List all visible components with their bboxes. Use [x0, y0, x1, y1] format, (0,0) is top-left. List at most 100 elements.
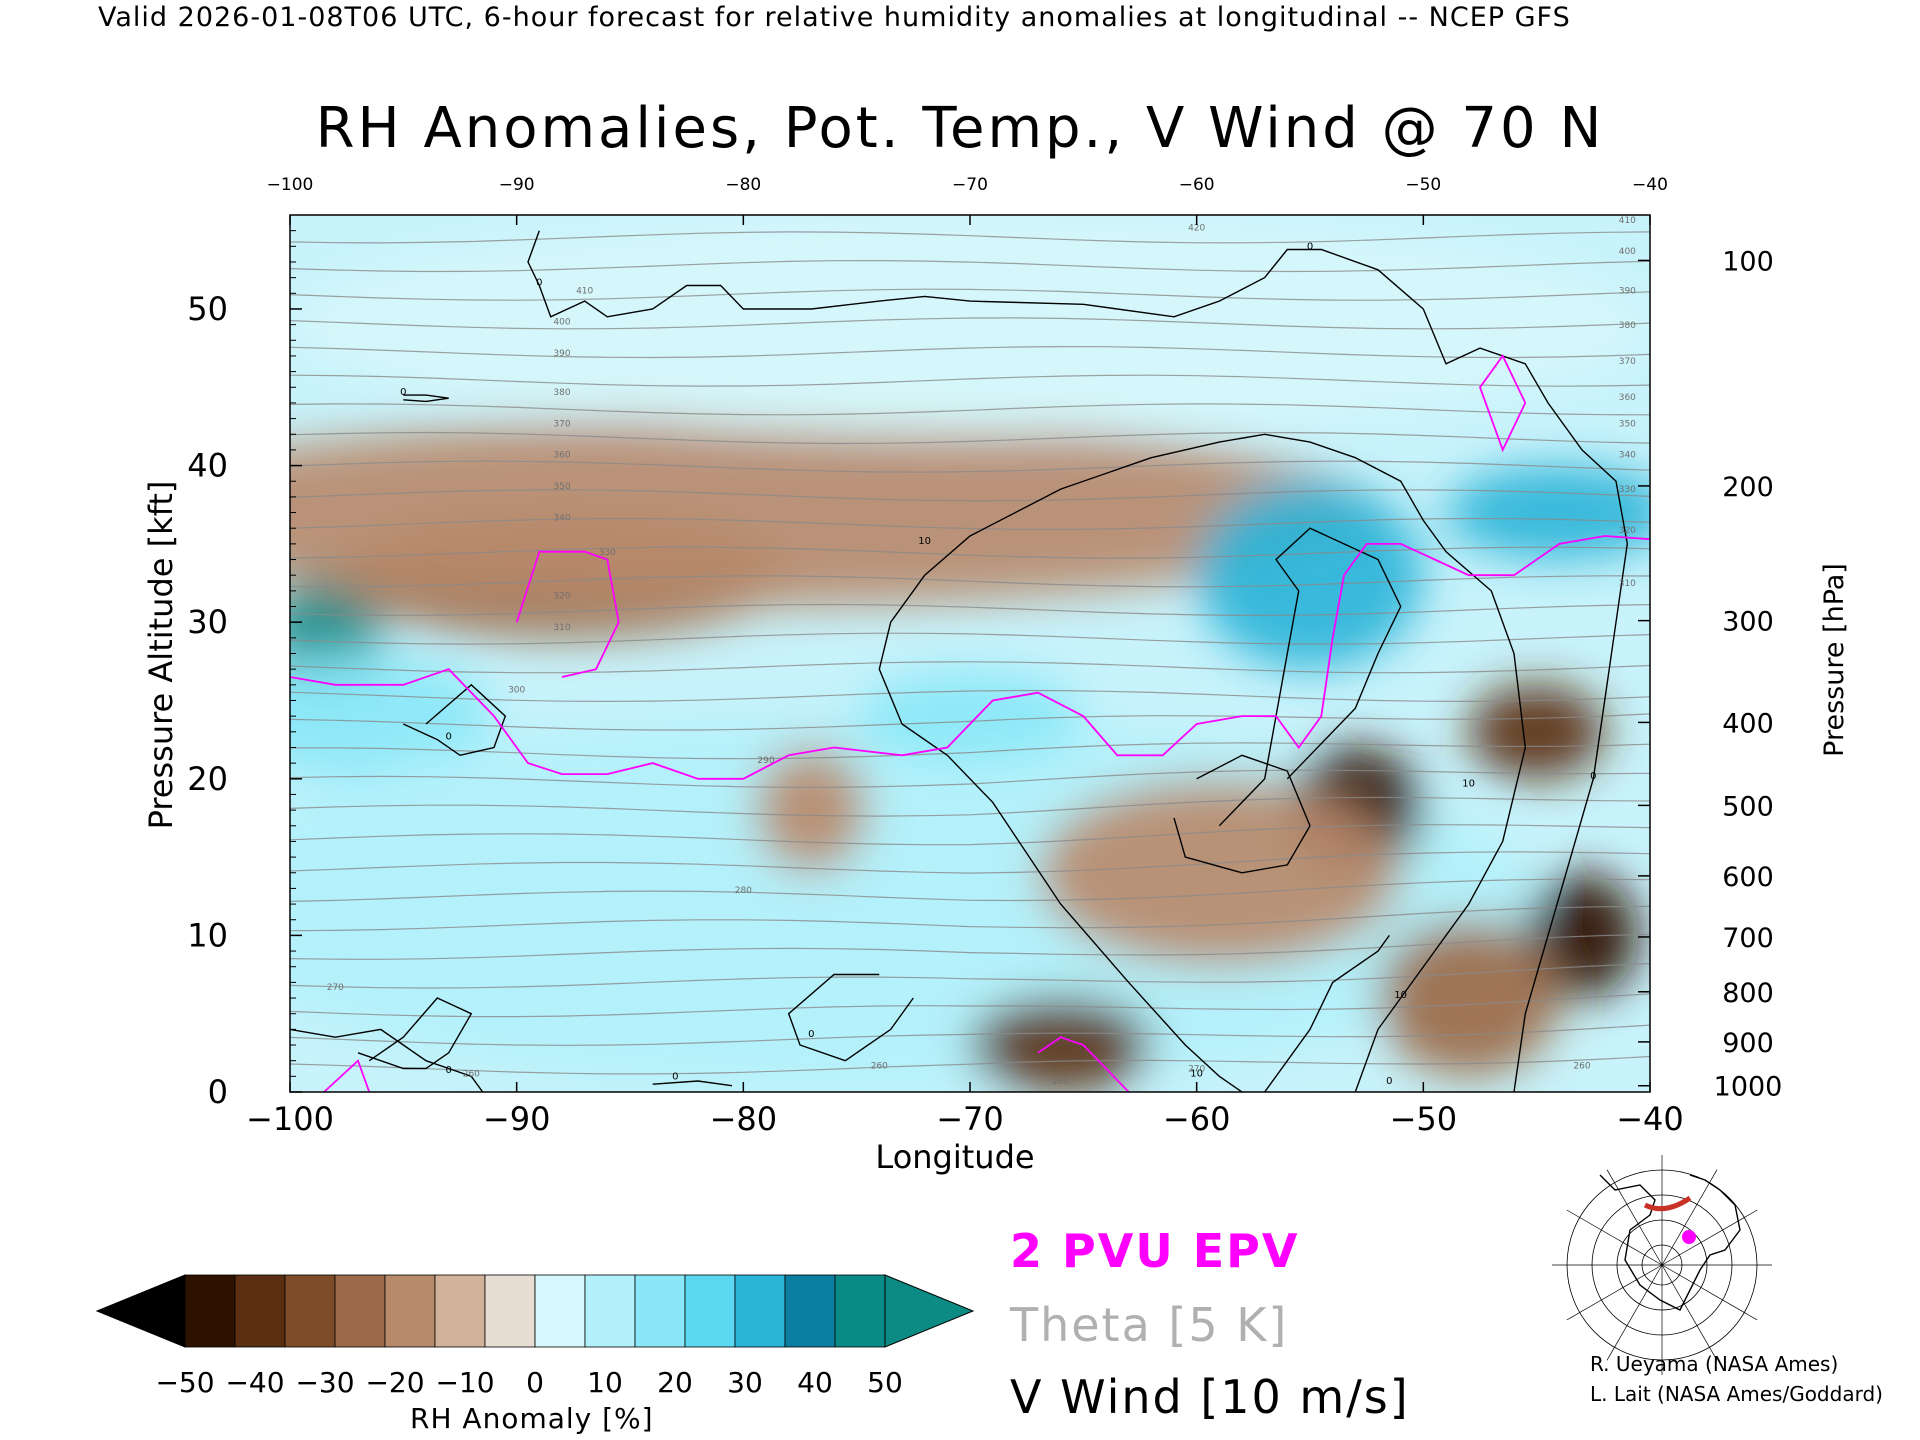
rh-region-14	[1378, 919, 1560, 1077]
theta-line-14	[290, 661, 1650, 674]
theta-label-11: 310	[1619, 579, 1636, 589]
vwind-label-7: 0	[1590, 771, 1596, 782]
y-tick-label-4: 40	[187, 447, 228, 485]
theta-label-10: 320	[1619, 526, 1636, 536]
y-tick-label-1: 10	[187, 916, 228, 954]
rh-region-13	[1525, 872, 1639, 999]
vwind-contour-4	[403, 394, 449, 403]
theta-label-22: 310	[553, 623, 570, 633]
theta-line-25	[290, 345, 1650, 359]
theta-line-4	[290, 933, 1650, 960]
p-tick-label-2: 300	[1722, 607, 1774, 638]
vwind-label-9: 0	[672, 1071, 678, 1082]
pv-contour-0	[290, 535, 1650, 780]
x-top-tick-label-2: −80	[725, 175, 761, 195]
colorbar-tick-4: −10	[435, 1366, 494, 1399]
inset-meridian-330	[1661, 1209, 1758, 1266]
colorbar-tick-5: 0	[526, 1366, 544, 1399]
theta-line-11	[290, 742, 1650, 760]
colorbar-tick-9: 40	[797, 1366, 833, 1399]
theta-label-2: 400	[1619, 247, 1636, 257]
theta-label-25: 280	[735, 886, 752, 896]
theta-label-27: 260	[463, 1069, 480, 1079]
theta-line-7	[290, 851, 1650, 874]
p-tick-label-0: 100	[1722, 246, 1774, 277]
theta-label-3: 390	[1619, 286, 1636, 296]
theta-line-21	[290, 460, 1650, 473]
chart-title: RH Anomalies, Pot. Temp., V Wind @ 70 N	[315, 96, 1605, 161]
vwind-contour-11	[652, 1080, 733, 1087]
vwind-contour-1	[290, 1028, 484, 1092]
p-tick-label-4: 500	[1722, 791, 1774, 822]
theta-label-1: 410	[1619, 216, 1636, 226]
colorbar-tick-3: −20	[365, 1366, 424, 1399]
x-axis-label: Longitude	[875, 1138, 1034, 1176]
vwind-contour-9	[787, 973, 914, 1062]
legend-vwind: V Wind [10 m/s]	[1010, 1370, 1410, 1424]
colorbar-tick-2: −30	[295, 1366, 354, 1399]
p-tick-label-9: 1000	[1714, 1072, 1783, 1103]
theta-line-8	[290, 824, 1650, 846]
vwind-label-0: 0	[445, 732, 451, 743]
x-tick-label-5: −50	[1390, 1100, 1458, 1138]
theta-line-26	[290, 317, 1650, 330]
p-tick-label-3: 400	[1722, 708, 1774, 739]
colorbar-swatch-4	[384, 1274, 436, 1348]
x-top-tick-label-6: −40	[1632, 175, 1668, 195]
theta-label-12: 410	[576, 286, 593, 296]
p-tick-label-6: 700	[1722, 923, 1774, 954]
inset-meridian-120	[1606, 1264, 1663, 1361]
vwind-label-12: 0	[1386, 1076, 1392, 1087]
inset-meridian-150	[1566, 1264, 1663, 1321]
x-top-tick-label-1: −90	[499, 175, 535, 195]
theta-label-21: 320	[553, 592, 570, 602]
inset-coastline	[1599, 1174, 1741, 1311]
credit-line-1: R. Ueyama (NASA Ames)	[1590, 1352, 1839, 1376]
theta-label-28: 260	[871, 1062, 888, 1072]
theta-line-29	[290, 231, 1650, 244]
theta-label-5: 370	[1619, 357, 1636, 367]
theta-line-15	[290, 632, 1650, 645]
theta-line-12	[290, 713, 1650, 731]
theta-line-17	[290, 575, 1650, 588]
inset-meridian-210	[1566, 1209, 1663, 1266]
x-top-tick-label-5: −50	[1405, 175, 1441, 195]
theta-label-17: 360	[553, 451, 570, 461]
theta-label-9: 330	[1619, 485, 1636, 495]
theta-line-20	[290, 489, 1650, 502]
colorbar-swatch-8	[584, 1274, 636, 1348]
vwind-label-1: 0	[536, 277, 542, 288]
pv-contour-1	[515, 550, 620, 678]
colorbar-swatch-13	[834, 1274, 886, 1348]
theta-label-20: 330	[599, 548, 616, 558]
colorbar-swatch-3	[334, 1274, 386, 1348]
colorbar-swatch-2	[284, 1274, 336, 1348]
theta-line-1	[290, 1024, 1650, 1046]
x-tick-label-3: −70	[936, 1100, 1004, 1138]
colorbar-tick-8: 30	[727, 1366, 763, 1399]
p-tick-label-7: 800	[1722, 978, 1774, 1009]
vwind-contour-6	[901, 723, 1243, 1092]
theta-line-23	[290, 403, 1650, 416]
colorbar-tick-1: −40	[225, 1366, 284, 1399]
colorbar-tick-7: 20	[657, 1366, 693, 1399]
x-top-tick-label-0: −100	[267, 175, 314, 195]
colorbar-tick-10: 50	[867, 1366, 903, 1399]
vwind-label-5: 10	[1394, 990, 1407, 1001]
pv-contour-2	[323, 1059, 371, 1092]
theta-label-18: 350	[553, 482, 570, 492]
legend-theta: Theta [5 K]	[1010, 1298, 1289, 1352]
vwind-contour-10	[1264, 934, 1390, 1092]
p-tick-label-1: 200	[1722, 472, 1774, 503]
theta-label-26: 270	[327, 983, 344, 993]
inset-meridian-240	[1606, 1169, 1663, 1266]
vwind-label-3: 0	[1307, 241, 1313, 252]
vwind-contour-7	[1218, 527, 1402, 827]
vwind-contour-3	[403, 683, 507, 757]
y-tick-label-3: 30	[187, 603, 228, 641]
vwind-label-6: 10	[1462, 779, 1475, 790]
run-header: Valid 2026-01-08T06 UTC, 6-hour forecast…	[98, 2, 1571, 33]
theta-line-16	[290, 603, 1650, 617]
theta-label-29: 260	[1052, 1077, 1069, 1087]
x-tick-label-2: −80	[710, 1100, 778, 1138]
